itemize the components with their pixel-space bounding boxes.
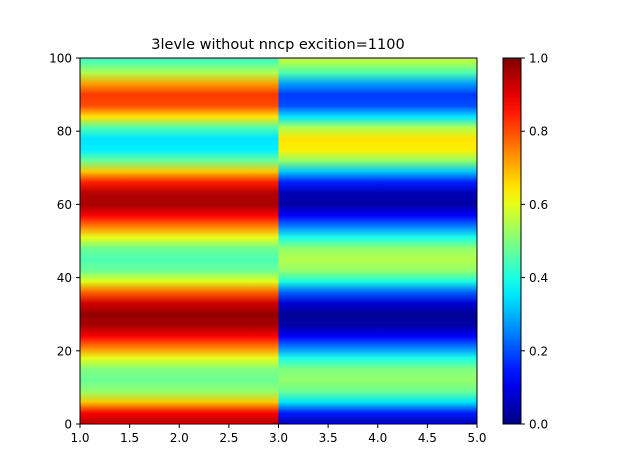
y-tick-label: 0: [64, 418, 72, 432]
y-tick-label: 20: [57, 344, 72, 358]
y-tick-label: 80: [57, 125, 72, 139]
x-tick-label: 4.0: [368, 431, 387, 445]
y-tick-label: 100: [49, 52, 72, 66]
colorbar-axis: 0.0 0.2 0.4 0.6 0.8 1.0: [521, 52, 548, 432]
y-tick-label: 60: [57, 198, 72, 212]
y-axis: 0 20 40 60 80 100: [49, 52, 80, 432]
plot-area: [80, 58, 477, 424]
colorbar-tick-label: 0.6: [529, 198, 548, 212]
x-tick-label: 5.0: [467, 431, 486, 445]
x-tick-label: 1.0: [70, 431, 89, 445]
x-tick-label: 3.5: [319, 431, 338, 445]
colorbar-tick-label: 0.2: [529, 344, 548, 358]
colorbar-gradient: [503, 58, 521, 424]
x-axis: 1.0 1.5 2.0 2.5 3.0 3.5 4.0 4.5 5.0: [70, 424, 486, 445]
y-tick-label: 40: [57, 271, 72, 285]
x-tick-label: 3.0: [269, 431, 288, 445]
colorbar-tick-label: 0.0: [529, 418, 548, 432]
heatmap-column-2: [279, 58, 478, 424]
x-tick-label: 2.0: [170, 431, 189, 445]
heatmap-column-1: [80, 58, 279, 424]
x-tick-label: 2.5: [219, 431, 238, 445]
colorbar-tick-label: 0.8: [529, 125, 548, 139]
colorbar: [503, 58, 521, 424]
x-tick-label: 1.5: [120, 431, 139, 445]
chart-title: 3levle without nncp excition=1100: [151, 37, 404, 53]
colorbar-tick-label: 1.0: [529, 52, 548, 66]
colorbar-tick-label: 0.4: [529, 271, 548, 285]
x-tick-label: 4.5: [418, 431, 437, 445]
